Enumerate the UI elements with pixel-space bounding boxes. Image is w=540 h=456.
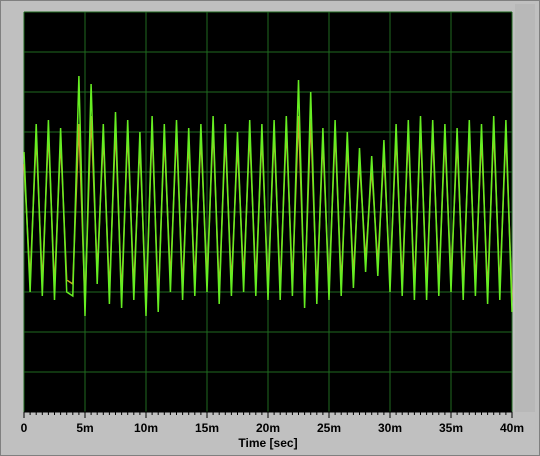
x-tick-label: 20m [256,421,280,435]
x-tick-label: 25m [317,421,341,435]
x-tick-label: 35m [439,421,463,435]
x-tick-label: 0 [21,421,28,435]
x-axis-title: Time [sec] [238,436,297,450]
x-tick-label: 5m [76,421,93,435]
x-tick-label: 15m [195,421,219,435]
x-tick-label: 40m [500,421,524,435]
side-panel [515,4,535,412]
x-tick-label: 30m [378,421,402,435]
x-tick-label: 10m [134,421,158,435]
series-line [23,75,513,317]
